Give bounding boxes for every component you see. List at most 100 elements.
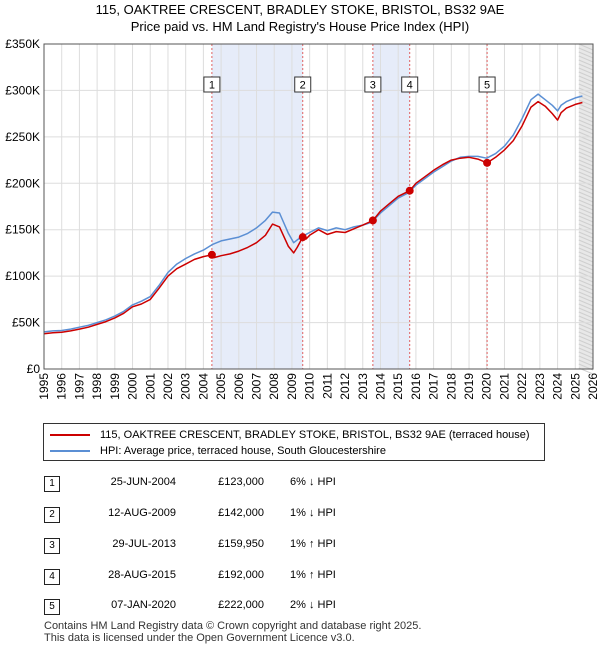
transaction-hpi-diff: 6% ↓ HPI bbox=[290, 476, 336, 488]
forecast-hatch bbox=[578, 151, 594, 159]
x-tick-label: 2001 bbox=[143, 373, 157, 400]
forecast-hatch bbox=[578, 51, 594, 59]
forecast-hatch bbox=[578, 99, 594, 107]
y-tick-label: £250K bbox=[5, 130, 40, 144]
y-tick-label: £50K bbox=[12, 316, 40, 330]
legend-label-hpi: HPI: Average price, terraced house, Sout… bbox=[100, 445, 386, 457]
forecast-hatch bbox=[578, 239, 594, 247]
forecast-hatch bbox=[578, 119, 594, 127]
x-tick-label: 2020 bbox=[480, 373, 494, 400]
forecast-hatch bbox=[578, 75, 594, 83]
forecast-hatch bbox=[578, 111, 594, 119]
forecast-hatch bbox=[578, 243, 594, 251]
forecast-hatch bbox=[578, 187, 594, 195]
x-tick-label: 2024 bbox=[551, 373, 565, 400]
forecast-hatch bbox=[578, 303, 594, 311]
table-row: 5 07-JAN-2020 £222,000 2% ↓ HPI bbox=[0, 599, 600, 617]
y-tick-label: £200K bbox=[5, 176, 40, 190]
shaded-period bbox=[211, 44, 303, 369]
forecast-hatch bbox=[578, 235, 594, 243]
sale-label-box bbox=[364, 76, 382, 93]
forecast-hatch bbox=[578, 323, 594, 331]
transaction-date: 07-JAN-2020 bbox=[111, 599, 176, 611]
transaction-number: 2 bbox=[44, 507, 60, 523]
table-row: 1 25-JUN-2004 £123,000 6% ↓ HPI bbox=[0, 476, 600, 494]
forecast-hatch bbox=[578, 67, 594, 75]
forecast-hatch bbox=[578, 339, 594, 347]
forecast-hatch bbox=[578, 279, 594, 287]
footer: Contains HM Land Registry data © Crown c… bbox=[44, 620, 421, 644]
forecast-hatch bbox=[578, 207, 594, 215]
hpi-series-line bbox=[43, 93, 583, 333]
sale-label-box bbox=[478, 76, 496, 93]
table-row: 4 28-AUG-2015 £192,000 1% ↑ HPI bbox=[0, 569, 600, 587]
transaction-number: 3 bbox=[44, 538, 60, 554]
chart-subtitle: Price paid vs. HM Land Registry's House … bbox=[130, 19, 470, 34]
forecast-hatch bbox=[578, 347, 594, 355]
table-row: 3 29-JUL-2013 £159,950 1% ↑ HPI bbox=[0, 538, 600, 556]
sale-point bbox=[368, 216, 377, 225]
x-tick-label: 2021 bbox=[497, 373, 511, 400]
y-tick-label: £100K bbox=[5, 269, 40, 283]
sale-label-number: 5 bbox=[484, 80, 490, 92]
forecast-hatch bbox=[578, 311, 594, 319]
forecast-hatch bbox=[578, 155, 594, 163]
forecast-hatch bbox=[578, 295, 594, 303]
forecast-hatch bbox=[578, 91, 594, 99]
sale-point bbox=[405, 186, 414, 195]
x-tick-label: 2004 bbox=[196, 373, 210, 400]
x-tick-label: 2016 bbox=[409, 373, 423, 400]
forecast-hatch bbox=[578, 343, 594, 351]
forecast-hatch bbox=[578, 299, 594, 307]
x-tick-label: 2017 bbox=[427, 373, 441, 400]
transaction-hpi-diff: 1% ↑ HPI bbox=[290, 538, 336, 550]
forecast-hatch bbox=[578, 191, 594, 199]
price-chart: 1 2 3 4 5 £0 £50K £100K £150K £200K £250K £300K £350… bbox=[5, 37, 600, 400]
x-tick-label: 2025 bbox=[568, 373, 582, 400]
sale-label-number: 2 bbox=[300, 80, 306, 92]
forecast-hatch bbox=[578, 263, 594, 271]
forecast-hatch bbox=[578, 115, 594, 123]
sale-label-box bbox=[401, 76, 419, 93]
forecast-hatch bbox=[578, 215, 594, 223]
forecast-hatch bbox=[578, 63, 594, 71]
x-tick-label: 2002 bbox=[161, 373, 175, 400]
x-tick-label: 2019 bbox=[462, 373, 476, 400]
x-tick-label: 2003 bbox=[179, 373, 193, 400]
x-tick-label: 2026 bbox=[586, 373, 600, 400]
forecast-hatch bbox=[578, 55, 594, 63]
chart-title: 115, OAKTREE CRESCENT, BRADLEY STOKE, BR… bbox=[95, 2, 505, 17]
forecast-hatch bbox=[578, 351, 594, 359]
forecast-hatch bbox=[578, 267, 594, 275]
forecast-hatch bbox=[578, 199, 594, 207]
forecast-hatch bbox=[578, 315, 594, 323]
forecast-hatch bbox=[578, 159, 594, 167]
forecast-hatch bbox=[578, 147, 594, 155]
forecast-hatch bbox=[578, 59, 594, 67]
transaction-price: £192,000 bbox=[218, 569, 264, 581]
legend-swatch-red bbox=[50, 434, 90, 436]
transaction-hpi-diff: 1% ↓ HPI bbox=[290, 507, 336, 519]
y-tick-label: £150K bbox=[5, 223, 40, 237]
forecast-hatch bbox=[578, 359, 594, 367]
table-row: 2 12-AUG-2009 £142,000 1% ↓ HPI bbox=[0, 507, 600, 525]
x-tick-label: 1995 bbox=[37, 373, 51, 400]
forecast-hatch bbox=[578, 255, 594, 263]
forecast-hatch bbox=[578, 175, 594, 183]
x-tick-label: 2012 bbox=[338, 373, 352, 400]
x-tick-label: 2014 bbox=[373, 373, 387, 400]
forecast-hatch bbox=[578, 107, 594, 115]
x-tick-label: 2022 bbox=[515, 373, 529, 400]
x-tick-label: 2013 bbox=[356, 373, 370, 400]
transaction-number: 1 bbox=[44, 476, 60, 492]
forecast-hatch bbox=[578, 195, 594, 203]
legend: 115, OAKTREE CRESCENT, BRADLEY STOKE, BR… bbox=[43, 423, 545, 461]
sale-label-box bbox=[203, 76, 221, 93]
forecast-hatch bbox=[578, 283, 594, 291]
transaction-date: 28-AUG-2015 bbox=[108, 569, 176, 581]
x-tick-label: 2023 bbox=[533, 373, 547, 400]
forecast-hatch bbox=[578, 291, 594, 299]
forecast-hatch bbox=[578, 307, 594, 315]
y-tick-label: £0 bbox=[27, 362, 41, 376]
x-tick-label: 1998 bbox=[90, 373, 104, 400]
